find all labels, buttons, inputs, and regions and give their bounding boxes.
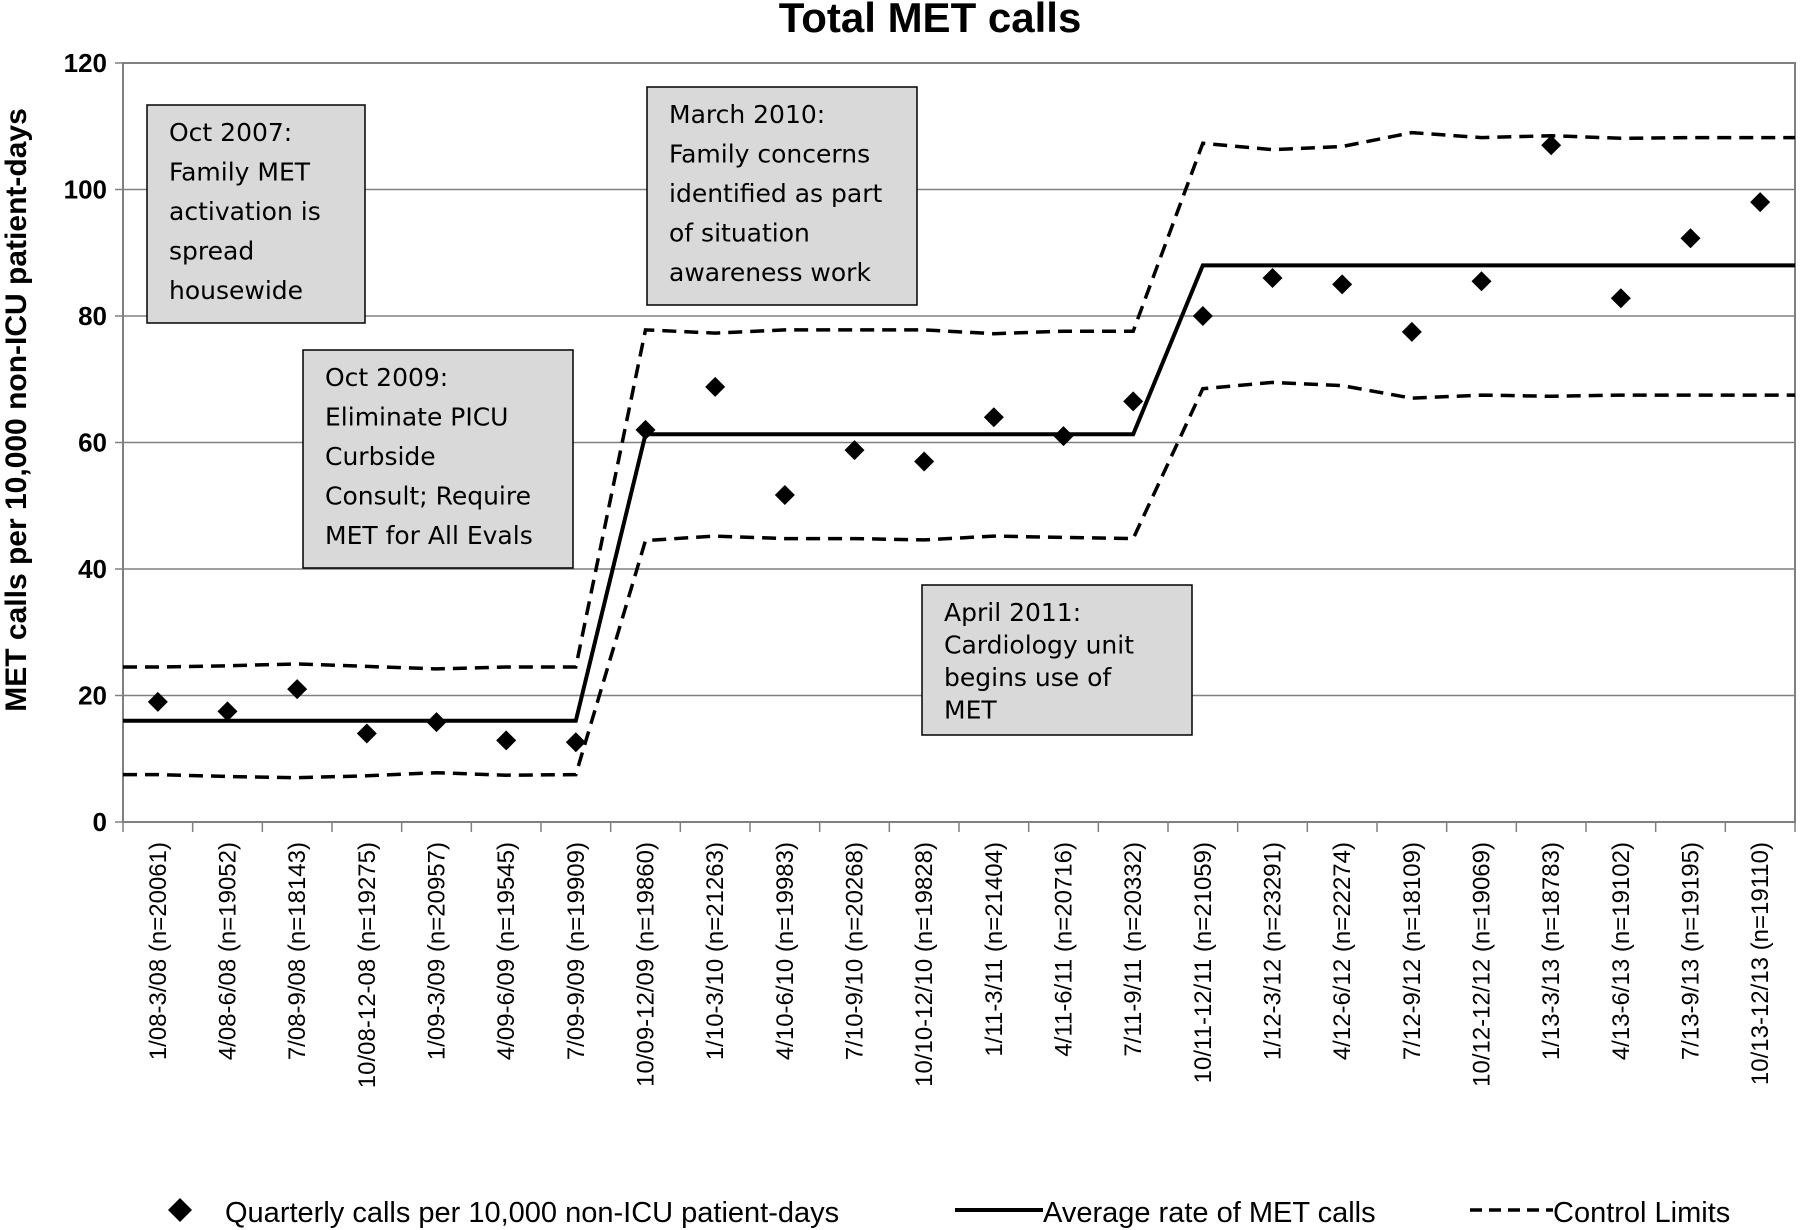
data-point-marker xyxy=(914,451,935,472)
annotation-line: Family MET xyxy=(169,158,311,187)
x-tick-label: 7/08-9/08 (n=18143) xyxy=(284,842,311,1060)
annotation-line: activation is xyxy=(169,197,321,226)
data-point-marker xyxy=(1192,306,1213,326)
annotation-line: housewide xyxy=(169,276,303,305)
data-point-marker xyxy=(287,679,308,700)
annotation-line: spread xyxy=(169,237,254,266)
annotation-line: Eliminate PICU xyxy=(325,403,508,432)
annotation-line: MET xyxy=(944,696,997,725)
annotation-line: identified as part xyxy=(669,179,882,208)
data-point-marker xyxy=(565,732,586,753)
annotation-line: Cardiology unit xyxy=(944,631,1134,660)
x-tick-label: 1/10-3/10 (n=21263) xyxy=(702,842,729,1060)
x-tick-label: 10/12-12/12 (n=19069) xyxy=(1469,842,1496,1087)
y-tick-label: 0 xyxy=(93,807,107,837)
x-tick-label: 1/13-3/13 (n=18783) xyxy=(1538,842,1565,1060)
legend-label-quarterly: Quarterly calls per 10,000 non-ICU patie… xyxy=(225,1197,839,1229)
annotation-line: Curbside xyxy=(325,442,436,471)
annotation-line: March 2010: xyxy=(669,100,825,129)
x-tick-label: 10/13-12/13 (n=19110) xyxy=(1747,842,1774,1085)
x-tick-label: 1/09-3/09 (n=20957) xyxy=(424,842,451,1060)
annotation-oct-2007: Oct 2007: Family MET activation is spread ho… xyxy=(146,104,366,324)
y-axis-ticks: 0 20 40 60 80 100 120 xyxy=(64,48,123,837)
x-tick-label: 7/12-9/12 (n=18109) xyxy=(1399,842,1426,1060)
x-tick-label: 7/11-9/11 (n=20332) xyxy=(1120,842,1147,1057)
data-point-marker xyxy=(496,730,517,751)
data-point-marker xyxy=(1332,274,1353,295)
x-tick-label: 4/12-6/12 (n=22274) xyxy=(1329,842,1356,1060)
data-point-marker xyxy=(705,376,726,397)
annotation-line: Oct 2009: xyxy=(325,363,448,392)
annotation-line: begins use of xyxy=(944,663,1112,692)
data-point-marker xyxy=(774,484,795,505)
upper-control-limit-line xyxy=(123,130,1795,671)
annotation-line: April 2011: xyxy=(944,598,1081,627)
annotation-line: awareness work xyxy=(669,258,871,287)
annotations: Oct 2007: Family MET activation is spread ho… xyxy=(146,86,1193,736)
x-tick-label: 10/08-12-08 (n=19275) xyxy=(354,842,381,1088)
x-tick-label: 4/11-6/11 (n=20716) xyxy=(1051,842,1078,1057)
data-point-marker xyxy=(356,723,377,744)
x-tick-label: 4/08-6/08 (n=19052) xyxy=(215,842,242,1060)
legend-diamond-marker xyxy=(168,1198,192,1222)
annotation-april-2011: April 2011: Cardiology unit begins use of M… xyxy=(921,584,1193,736)
annotation-line: Family concerns xyxy=(669,140,870,169)
annotation-line: MET for All Evals xyxy=(325,521,533,550)
annotation-line: Oct 2007: xyxy=(169,118,292,147)
x-tick-label: 1/11-3/11 (n=21404) xyxy=(981,842,1008,1057)
annotation-line: Consult; Require xyxy=(325,482,531,511)
x-tick-label: 7/09-9/09 (n=19909) xyxy=(563,842,590,1060)
x-axis-ticks: 1/08-3/08 (n=20061) 4/08-6/08 (n=19052) 7/… xyxy=(122,822,1796,1088)
x-tick-label: 4/13-6/13 (n=19102) xyxy=(1608,842,1635,1060)
x-tick-label: 1/12-3/12 (n=23291) xyxy=(1260,842,1287,1060)
x-tick-label: 10/09-12/09 (n=19860) xyxy=(633,842,660,1087)
y-tick-label: 80 xyxy=(78,301,107,331)
data-point-marker xyxy=(1680,228,1701,249)
data-point-marker xyxy=(1610,288,1631,309)
data-point-marker xyxy=(1262,268,1283,289)
series-area xyxy=(123,130,1795,780)
y-axis-label: MET calls per 10,000 non-ICU patient-day… xyxy=(0,108,33,712)
annotation-box xyxy=(921,584,1193,736)
annotation-oct-2009: Oct 2009: Eliminate PICU Curbside Consult; … xyxy=(302,349,574,569)
y-tick-label: 100 xyxy=(64,175,107,205)
legend-label-average: Average rate of MET calls xyxy=(1043,1197,1376,1229)
y-tick-label: 120 xyxy=(64,48,107,78)
average-rate-line xyxy=(123,263,1795,723)
y-tick-label: 60 xyxy=(78,428,107,458)
y-tick-label: 40 xyxy=(78,554,107,584)
x-tick-label: 10/11-12/11 (n=21059) xyxy=(1190,842,1217,1083)
data-point-marker xyxy=(1750,192,1771,213)
x-tick-label: 10/10-12/10 (n=19828) xyxy=(911,842,938,1087)
data-point-marker xyxy=(1541,135,1562,156)
chart-title: Total MET calls xyxy=(779,0,1082,41)
legend: Quarterly calls per 10,000 non-ICU patie… xyxy=(168,1197,1730,1229)
annotation-line: of situation xyxy=(669,219,810,248)
x-tick-label: 4/09-6/09 (n=19545) xyxy=(493,842,520,1060)
data-point-marker xyxy=(217,701,238,722)
x-tick-label: 7/13-9/13 (n=19195) xyxy=(1678,842,1705,1060)
annotation-box xyxy=(146,104,366,324)
annotation-march-2010: March 2010: Family concerns identified as … xyxy=(646,86,918,306)
y-tick-label: 20 xyxy=(78,681,107,711)
data-point-marker xyxy=(1471,271,1492,292)
x-tick-label: 1/08-3/08 (n=20061) xyxy=(145,842,172,1060)
data-point-marker xyxy=(147,691,168,712)
data-point-marker xyxy=(983,407,1004,428)
lower-control-limit-line xyxy=(123,380,1795,780)
x-tick-label: 7/10-9/10 (n=20268) xyxy=(842,842,869,1060)
data-point-marker xyxy=(1401,321,1422,342)
annotation-box xyxy=(646,86,918,306)
annotation-box xyxy=(302,349,574,569)
data-point-marker xyxy=(1123,391,1144,412)
legend-label-control-limits: Control Limits xyxy=(1553,1197,1730,1229)
data-point-marker xyxy=(844,440,865,461)
x-tick-label: 4/10-6/10 (n=19983) xyxy=(772,842,799,1060)
